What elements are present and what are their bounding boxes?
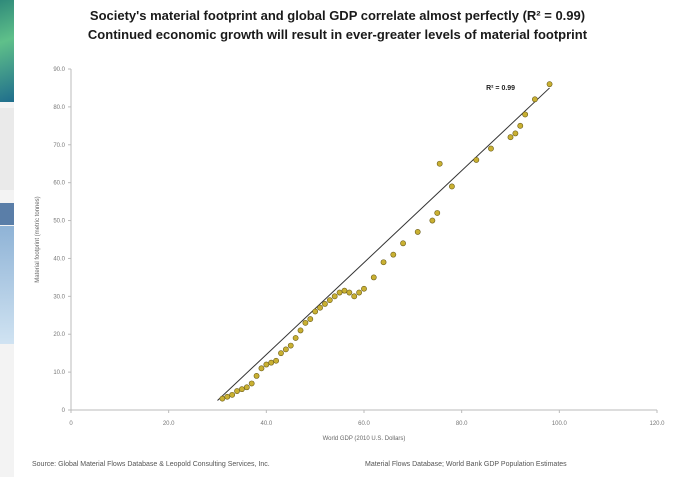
- y-tick-label: 20.0: [53, 332, 65, 338]
- data-point: [268, 359, 275, 366]
- data-point: [507, 134, 514, 141]
- source-note-right: Material Flows Database; World Bank GDP …: [365, 461, 567, 468]
- x-tick-label: 20.0: [163, 421, 175, 427]
- data-point: [351, 293, 358, 300]
- data-point: [414, 229, 421, 235]
- y-tick-label: 10.0: [53, 370, 65, 376]
- data-point: [302, 319, 309, 326]
- x-tick-label: 120.0: [649, 421, 665, 427]
- source-note-left: Source: Global Material Flows Database &…: [32, 461, 270, 468]
- chart-title: Society's material footprint and global …: [89, 8, 586, 23]
- data-point: [312, 308, 319, 315]
- data-point: [434, 210, 441, 216]
- y-tick-label: 90.0: [53, 67, 65, 73]
- data-point: [473, 157, 480, 163]
- data-point: [336, 289, 343, 296]
- slide-thumbnail-strip: [0, 0, 14, 477]
- x-tick-label: 60.0: [358, 421, 370, 427]
- data-point: [322, 301, 328, 307]
- scatter-chart: 0 20.0 40.0 60.0 80.0 100.0 120.0 0 10.0 20.0 30.0…: [35, 67, 665, 442]
- slide-thumbnail-tab[interactable]: [0, 203, 14, 225]
- r-squared-annotation: R² = 0.99: [486, 85, 515, 92]
- trendline: [217, 87, 550, 401]
- data-point: [273, 357, 279, 364]
- y-tick-label: 0: [62, 408, 66, 414]
- data-point: [429, 217, 436, 224]
- data-point: [517, 122, 524, 129]
- data-point: [448, 183, 455, 190]
- x-tick-label: 100.0: [552, 421, 568, 427]
- data-point: [248, 380, 255, 387]
- data-point: [263, 361, 270, 368]
- data-point: [292, 335, 299, 341]
- x-tick-label: 0: [69, 421, 73, 427]
- y-tick-label: 40.0: [53, 256, 65, 262]
- data-point: [258, 365, 265, 372]
- data-point: [307, 316, 314, 322]
- data-point: [297, 327, 304, 334]
- data-point: [278, 350, 284, 357]
- chart-panel: 0 20.0 40.0 60.0 80.0 100.0 120.0 0 10.0 20.0 30.0…: [17, 53, 675, 453]
- data-point: [239, 386, 245, 393]
- y-tick-label: 80.0: [53, 105, 65, 111]
- data-point: [512, 130, 519, 137]
- data-point: [356, 289, 363, 296]
- data-point: [219, 395, 226, 402]
- y-tick-label: 50.0: [53, 219, 65, 225]
- slide-thumbnail-photo[interactable]: [0, 226, 14, 344]
- y-axis-label: Material footprint (metric tonnes): [35, 196, 41, 282]
- data-point: [370, 274, 377, 281]
- data-point: [317, 304, 323, 311]
- data-point: [488, 145, 494, 152]
- data-point: [243, 384, 250, 391]
- data-point: [546, 81, 553, 88]
- y-tick-label: 70.0: [53, 143, 65, 149]
- x-tick-label: 80.0: [456, 421, 468, 427]
- data-point: [341, 287, 348, 294]
- data-point: [326, 297, 333, 304]
- x-tick-label: 40.0: [260, 421, 272, 427]
- data-point: [380, 259, 387, 266]
- chart-subtitle: Continued economic growth will result in…: [87, 27, 588, 42]
- data-point: [229, 391, 236, 398]
- data-point: [234, 388, 240, 394]
- data-point: [224, 393, 231, 400]
- data-point: [287, 342, 294, 349]
- data-point: [436, 160, 443, 167]
- slide-thumbnail-map-image[interactable]: [0, 0, 14, 102]
- data-point: [331, 293, 338, 300]
- y-tick-label: 60.0: [53, 181, 65, 187]
- data-point: [346, 289, 353, 296]
- data-point: [390, 251, 397, 258]
- data-point: [253, 372, 260, 379]
- data-point: [400, 240, 406, 247]
- data-point: [522, 111, 529, 118]
- data-point: [532, 96, 538, 103]
- x-axis-label: World GDP (2010 U.S. Dollars): [323, 436, 406, 442]
- data-point: [361, 285, 367, 292]
- data-point: [282, 346, 289, 353]
- y-tick-label: 30.0: [53, 294, 65, 300]
- slide-thumbnail[interactable]: [0, 108, 14, 190]
